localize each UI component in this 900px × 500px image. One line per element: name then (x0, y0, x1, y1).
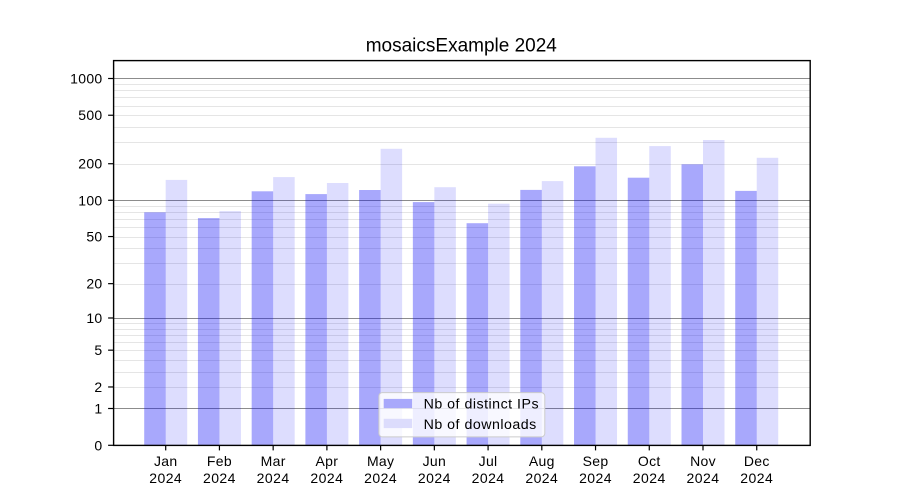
svg-text:2024: 2024 (740, 470, 773, 486)
svg-text:Jul: Jul (479, 453, 498, 469)
svg-text:Nov: Nov (690, 453, 716, 469)
svg-text:Jun: Jun (423, 453, 446, 469)
svg-text:May: May (367, 453, 394, 469)
svg-text:2024: 2024 (633, 470, 666, 486)
svg-text:1000: 1000 (70, 71, 102, 87)
svg-text:2024: 2024 (149, 470, 182, 486)
svg-text:Nb of distinct IPs: Nb of distinct IPs (424, 397, 539, 413)
svg-text:2024: 2024 (257, 470, 290, 486)
svg-text:500: 500 (78, 107, 102, 123)
svg-text:0: 0 (94, 437, 102, 453)
svg-text:1: 1 (94, 401, 102, 417)
svg-text:Apr: Apr (316, 453, 339, 469)
svg-text:Aug: Aug (529, 453, 555, 469)
svg-text:Feb: Feb (207, 453, 232, 469)
svg-text:2024: 2024 (418, 470, 451, 486)
svg-text:Mar: Mar (261, 453, 286, 469)
svg-text:Jan: Jan (154, 453, 177, 469)
svg-text:20: 20 (86, 276, 102, 292)
svg-text:Nb of downloads: Nb of downloads (424, 417, 537, 433)
svg-text:10: 10 (86, 310, 102, 326)
svg-text:2: 2 (94, 379, 102, 395)
svg-text:5: 5 (94, 342, 102, 358)
svg-text:2024: 2024 (579, 470, 612, 486)
svg-text:100: 100 (78, 192, 102, 208)
svg-text:mosaicsExample 2024: mosaicsExample 2024 (366, 36, 558, 57)
svg-text:2024: 2024 (472, 470, 505, 486)
svg-text:2024: 2024 (203, 470, 236, 486)
svg-text:Dec: Dec (744, 453, 770, 469)
svg-text:2024: 2024 (525, 470, 558, 486)
svg-text:2024: 2024 (687, 470, 720, 486)
svg-text:2024: 2024 (364, 470, 397, 486)
svg-text:200: 200 (78, 156, 102, 172)
svg-text:50: 50 (86, 229, 102, 245)
svg-text:Oct: Oct (638, 453, 661, 469)
svg-text:2024: 2024 (310, 470, 343, 486)
svg-text:Sep: Sep (583, 453, 609, 469)
